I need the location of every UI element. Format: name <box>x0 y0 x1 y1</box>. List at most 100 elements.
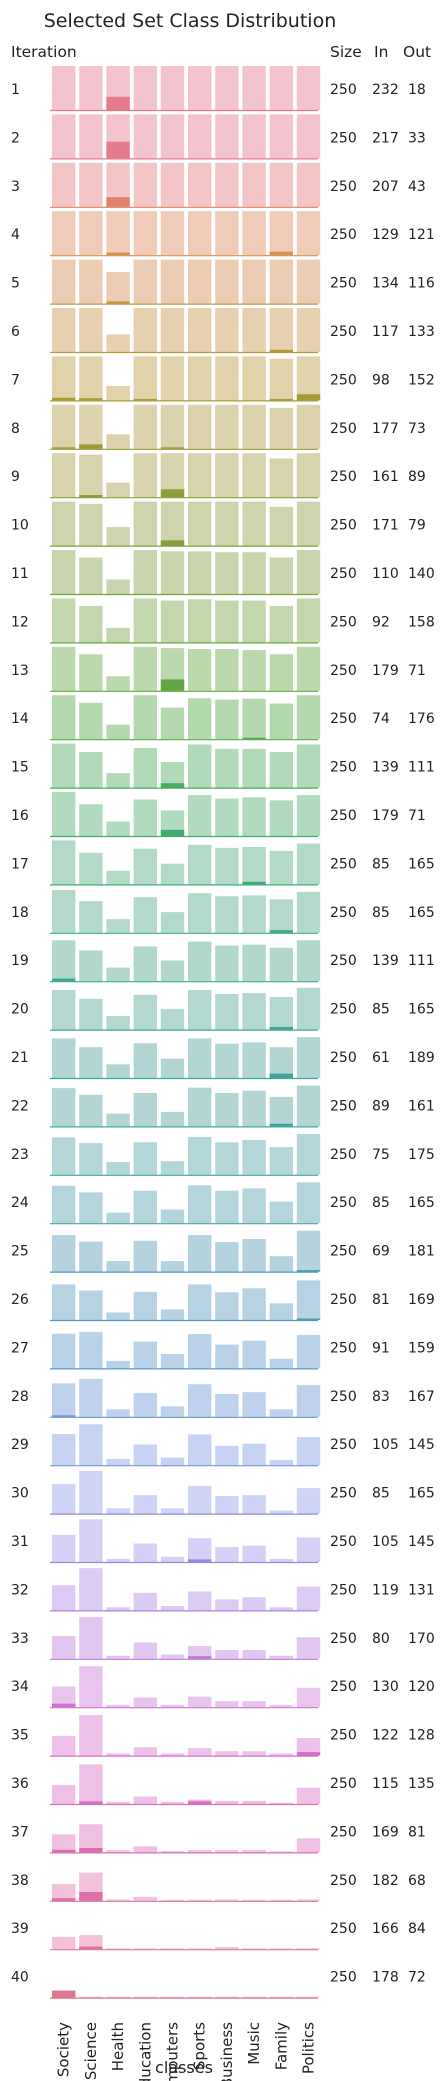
out-value: 84 <box>408 1921 426 1937</box>
pool-bar <box>133 1240 157 1272</box>
pool-bar <box>296 1437 321 1466</box>
pool-bar <box>269 751 293 788</box>
chart-title: Selected Set Class Distribution <box>44 10 337 32</box>
pool-bar <box>160 1111 185 1127</box>
pool-bar <box>215 1996 239 1998</box>
pool-bar <box>160 1309 185 1320</box>
out-value: 68 <box>408 1873 426 1889</box>
selected-bar <box>269 349 293 352</box>
class-tick-label: Computers <box>164 2022 182 2081</box>
pool-bar <box>133 404 157 449</box>
pool-bar <box>79 1331 103 1369</box>
pool-bar <box>79 1519 103 1562</box>
pool-bar <box>242 698 266 740</box>
pool-bar <box>269 1096 293 1127</box>
selected-bar <box>242 737 266 740</box>
pool-bar <box>160 1058 185 1078</box>
pool-bar <box>106 1459 130 1466</box>
iteration-number: 36 <box>11 1776 29 1792</box>
in-value: 98 <box>372 372 390 388</box>
iteration-row: 24 250 85 165 <box>11 1182 435 1225</box>
iteration-number: 15 <box>11 760 29 776</box>
iteration-row: 37 250 169 81 <box>11 1824 426 1854</box>
pool-bar <box>160 1753 185 1756</box>
pool-bar <box>188 990 212 1030</box>
size-value: 250 <box>330 1582 357 1598</box>
iteration-row: 23 250 75 175 <box>11 1133 435 1176</box>
pool-bar <box>296 1230 321 1272</box>
pool-bar <box>188 1235 212 1272</box>
pool-bar <box>133 1592 157 1611</box>
pool-bar <box>215 1445 239 1466</box>
pool-bar <box>52 1088 76 1127</box>
in-value: 91 <box>372 1340 390 1356</box>
out-value: 18 <box>408 82 426 98</box>
pool-bar <box>52 1185 76 1224</box>
iteration-number: 19 <box>11 953 29 969</box>
pool-bar <box>52 1785 76 1804</box>
out-value: 131 <box>408 1582 435 1598</box>
pool-bar <box>242 1850 266 1853</box>
selected-bar <box>79 444 103 449</box>
iteration-row: 26 250 81 169 <box>11 1280 435 1322</box>
selected-bar <box>296 1752 321 1756</box>
out-value: 181 <box>408 1244 435 1260</box>
pool-bar <box>215 1496 239 1514</box>
pool-bar <box>296 646 321 691</box>
pool-bar <box>188 1485 212 1514</box>
pool-bar <box>106 385 130 401</box>
pool-bar <box>52 1433 76 1466</box>
in-value: 81 <box>372 1292 390 1308</box>
pool-bar <box>160 960 185 982</box>
pool-bar <box>52 453 76 498</box>
pool-bar <box>296 1996 321 1998</box>
pool-bar <box>269 162 293 207</box>
pool-bar <box>242 211 266 256</box>
pool-bar <box>52 1534 76 1562</box>
out-value: 165 <box>408 1195 435 1211</box>
selected-bar <box>188 1656 212 1659</box>
in-value: 115 <box>372 1776 399 1792</box>
pool-bar <box>133 114 157 159</box>
pool-bar <box>296 501 321 546</box>
pool-bar <box>242 308 266 352</box>
pool-bar <box>296 1133 321 1175</box>
pool-bar <box>242 114 266 159</box>
selected-bar <box>133 398 157 401</box>
pool-bar <box>242 1545 266 1562</box>
pool-bar <box>242 1239 266 1272</box>
pool-bar <box>188 649 212 691</box>
pool-bar <box>215 1242 239 1272</box>
in-value: 217 <box>372 130 399 146</box>
pool-bar <box>106 527 130 546</box>
pool-bar <box>79 1378 103 1417</box>
pool-bar <box>188 1538 212 1562</box>
pool-bar <box>242 66 266 110</box>
pool-bar <box>188 1087 212 1127</box>
pool-bar <box>296 1488 321 1514</box>
size-value: 250 <box>330 1776 357 1792</box>
pool-bar <box>269 458 293 498</box>
pool-bar <box>79 114 103 159</box>
pool-bar <box>160 453 185 498</box>
in-value: 74 <box>372 711 390 727</box>
pool-bar <box>296 356 321 401</box>
class-tick-label: Sports <box>191 2022 209 2070</box>
pool-bar <box>160 356 185 401</box>
out-value: 170 <box>408 1631 435 1647</box>
pool-bar <box>188 1136 212 1175</box>
out-value: 133 <box>408 324 435 340</box>
pool-bar <box>242 1443 266 1466</box>
in-value: 61 <box>372 1050 390 1066</box>
pool-bar <box>106 1212 130 1224</box>
pool-bar <box>133 1697 157 1708</box>
pool-bar <box>188 66 212 110</box>
size-value: 250 <box>330 1002 357 1018</box>
pool-bar <box>296 1586 321 1611</box>
pool-bar <box>52 114 76 159</box>
pool-bar <box>215 1850 239 1853</box>
pool-bar <box>242 1188 266 1224</box>
pool-bar <box>269 506 293 546</box>
pool-bar <box>188 795 212 836</box>
iteration-number: 14 <box>11 711 29 727</box>
